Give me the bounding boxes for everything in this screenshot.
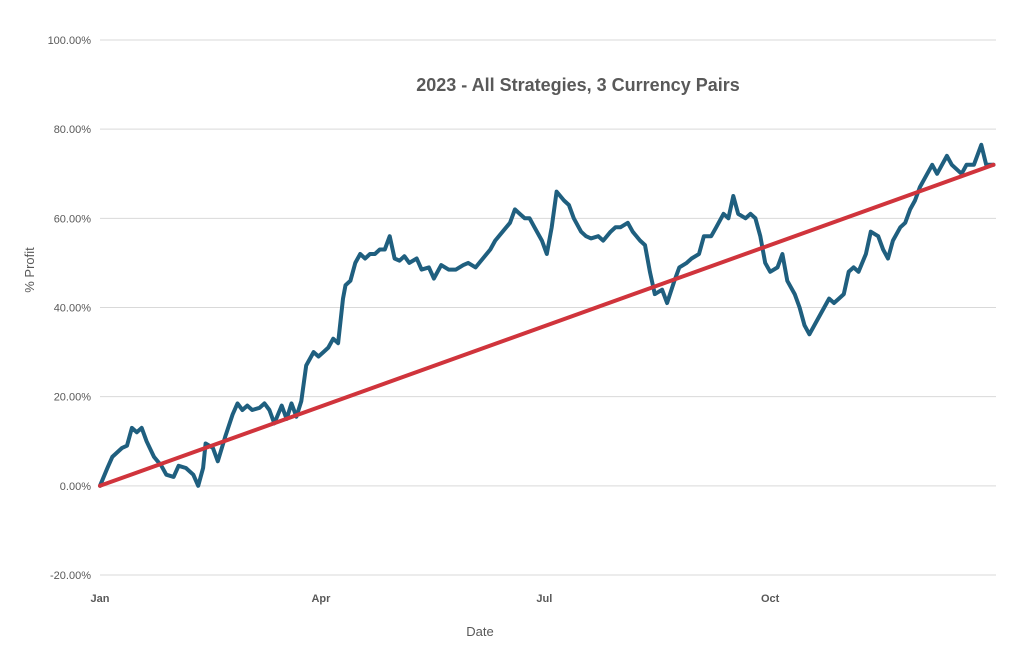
x-tick-label: Jul [536, 593, 552, 605]
series-group [98, 142, 996, 488]
y-tick-label: 0.00% [60, 481, 91, 493]
x-tick-label: Jan [91, 593, 110, 605]
y-axis-ticks: -20.00% 0.00% 20.00% 40.00% 60.00% 80.00% 100.… [48, 35, 92, 582]
y-tick-label: 60.00% [54, 213, 92, 225]
profit-series-line [98, 142, 996, 488]
y-tick-label: -20.00% [50, 570, 91, 582]
gridlines [100, 39, 996, 576]
y-tick-label: 80.00% [54, 124, 92, 136]
x-tick-label: Oct [761, 593, 780, 605]
trend-line [98, 162, 996, 488]
x-axis-ticks: Jan Apr Jul Oct [91, 593, 780, 605]
y-tick-label: 40.00% [54, 303, 92, 315]
y-axis-label: % Profit [22, 247, 37, 293]
x-axis-label: Date [466, 624, 493, 639]
x-tick-label: Apr [311, 593, 331, 605]
y-tick-label: 20.00% [54, 392, 92, 404]
chart-title: 2023 - All Strategies, 3 Currency Pairs [416, 75, 740, 95]
y-tick-label: 100.00% [48, 35, 92, 47]
